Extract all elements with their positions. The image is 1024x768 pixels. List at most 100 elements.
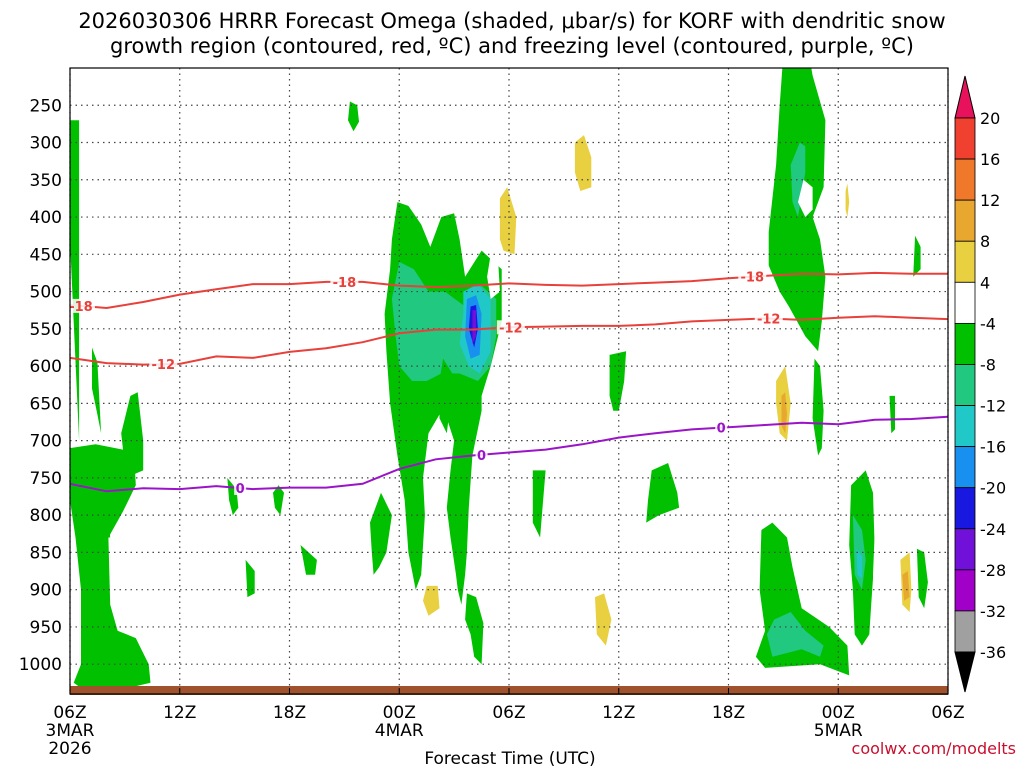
colorbar-label: -8 <box>980 355 996 374</box>
y-tick-label: 950 <box>30 618 62 638</box>
omega-region-31 <box>563 567 707 672</box>
omega-region-23 <box>472 310 477 344</box>
omega-region-56 <box>829 105 859 262</box>
omega-region-58 <box>863 284 877 322</box>
omega-region-30 <box>541 634 575 665</box>
omega-region-57 <box>845 183 850 217</box>
omega-region-41 <box>626 507 636 527</box>
isoline-label-bg <box>496 320 525 335</box>
omega-region-9 <box>406 109 429 165</box>
omega-region-46 <box>766 612 824 657</box>
y-tick-label: 250 <box>30 96 62 116</box>
omega-region-59 <box>896 105 912 210</box>
y-tick-label: 700 <box>30 432 62 452</box>
isoline-label-bg <box>738 269 767 284</box>
omega-region-52 <box>790 142 806 217</box>
colorbar-swatch <box>954 569 976 612</box>
omega-region-5 <box>309 172 338 251</box>
y-tick-label: 750 <box>30 469 62 489</box>
isoline-label-bg <box>330 274 359 289</box>
colorbar-swatch <box>954 364 976 406</box>
x-tick-date: 5MAR <box>814 721 863 741</box>
y-axis-pressure-ticks: 250 300 350 400 450 500 550 600 650 700 750 800 850 9… <box>19 96 62 675</box>
omega-region-13 <box>574 135 592 191</box>
omega-region-71 <box>935 105 948 173</box>
omega-region-42 <box>609 351 627 411</box>
colorbar-swatch <box>954 117 976 160</box>
colorbar-label: 8 <box>980 232 990 251</box>
omega-region-33 <box>99 515 111 538</box>
omega-region-16 <box>423 585 440 616</box>
omega-region-61 <box>852 515 866 590</box>
isoline-label: -18 <box>69 300 93 315</box>
omega-region-27 <box>252 571 275 627</box>
omega-region-1 <box>70 444 151 689</box>
colorbar-swatch <box>954 610 976 653</box>
y-tick-label: 300 <box>30 134 62 154</box>
omega-region-69 <box>889 395 895 434</box>
chart-title-line1: 2026030306 HRRR Forecast Omega (shaded, … <box>78 9 945 33</box>
y-tick-label: 350 <box>30 171 62 191</box>
omega-region-14 <box>629 217 637 247</box>
omega-region-39 <box>532 470 546 538</box>
colorbar-label: -36 <box>980 643 1006 662</box>
omega-region-2 <box>121 392 144 475</box>
isoline-label-bg <box>149 357 178 372</box>
omega-region-68 <box>827 559 835 612</box>
isoline-label: 0 <box>477 449 486 464</box>
omega-region-70 <box>913 235 921 277</box>
colorbar-swatch <box>954 446 976 489</box>
x-tick-date: 4MAR <box>375 721 424 741</box>
omega-region-66 <box>902 571 910 601</box>
omega-region-6 <box>348 217 378 270</box>
isoline-label: -12 <box>152 358 176 373</box>
omega-region-3 <box>92 347 102 434</box>
y-tick-label: 1000 <box>19 655 62 675</box>
colorbar-label: 16 <box>980 150 1000 169</box>
colorbar-label: 4 <box>980 273 990 292</box>
omega-region-45 <box>755 522 850 676</box>
isoline-label: 0 <box>717 422 726 437</box>
colorbar-label: 12 <box>980 191 1000 210</box>
isoline-label-bg <box>70 298 95 313</box>
omega-shaded-regions <box>70 68 948 694</box>
x-tick-label: 18Z <box>712 703 745 723</box>
omega-region-62 <box>856 548 862 579</box>
chart-title-line2: growth region (contoured, red, ºC) and f… <box>110 34 914 58</box>
y-tick-label: 850 <box>30 543 62 563</box>
colorbar-label: -12 <box>980 397 1006 416</box>
omega-region-7 <box>285 217 292 251</box>
colorbar-label: -24 <box>980 520 1006 539</box>
y-tick-label: 500 <box>30 283 62 303</box>
omega-region-37 <box>245 559 255 598</box>
x-axis-label: Forecast Time (UTC) <box>424 749 595 768</box>
grid-lines <box>69 68 949 694</box>
y-tick-label: 800 <box>30 506 62 526</box>
colorbar-swatch <box>954 487 976 530</box>
omega-region-67 <box>916 548 928 609</box>
colorbar-label: -28 <box>980 561 1006 580</box>
x-tick-label: 00Z <box>822 703 855 723</box>
isoline-label-bg <box>754 311 783 326</box>
omega-region-48 <box>801 377 815 434</box>
colorbar-label: -16 <box>980 438 1006 457</box>
credit-text: coolwx.com/modelts <box>852 739 1016 758</box>
x-tick-year: 2026 <box>48 739 91 759</box>
omega-region-40 <box>646 463 680 523</box>
x-tick-label: 06Z <box>492 703 525 723</box>
omega-region-54 <box>798 179 813 217</box>
colorbar-swatch <box>954 240 976 283</box>
colorbar-label: -4 <box>980 314 996 333</box>
x-tick-label: 12Z <box>602 703 635 723</box>
isoline-0 <box>70 271 948 310</box>
colorbar-swatch <box>954 405 976 448</box>
colorbar-swatch <box>954 281 976 324</box>
temperature-contours: -18 -18 -18 -12 -12 -12 0 0 0 <box>69 269 948 497</box>
x-tick-label: 00Z <box>383 703 416 723</box>
colorbar: 20 16 12 8 4 -4 -8 -12 -16 -20 -24 -28 -32 -36 <box>954 75 1006 693</box>
colorbar-swatch <box>954 322 976 365</box>
omega-region-28 <box>285 574 381 661</box>
y-tick-label: 450 <box>30 245 62 265</box>
isoline-label: -18 <box>333 276 357 291</box>
